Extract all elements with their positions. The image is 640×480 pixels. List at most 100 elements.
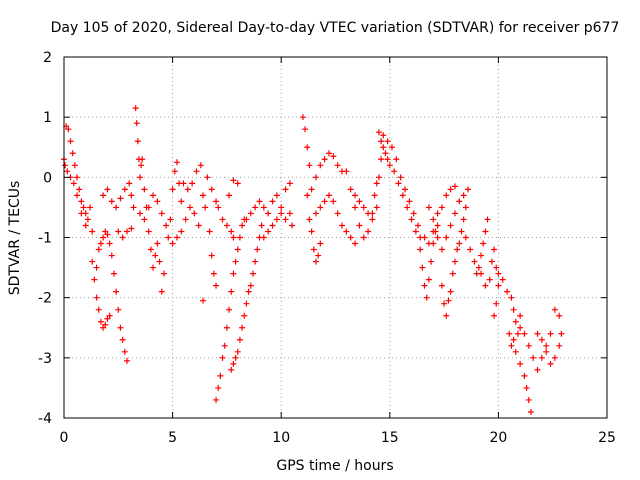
data-point	[158, 288, 165, 295]
data-point	[375, 129, 382, 136]
data-point	[460, 216, 467, 223]
data-point	[417, 246, 424, 253]
data-point	[493, 300, 500, 307]
data-point	[395, 180, 402, 187]
y-tick-label: -2	[38, 291, 52, 307]
data-point	[113, 204, 120, 211]
data-point	[451, 183, 458, 190]
data-point	[150, 264, 157, 271]
data-point	[150, 192, 157, 199]
data-point	[480, 240, 487, 247]
data-point	[154, 198, 161, 205]
data-point	[308, 186, 315, 193]
data-point	[491, 312, 498, 319]
data-point	[306, 162, 313, 169]
data-point	[352, 192, 359, 199]
data-point	[134, 138, 141, 145]
data-point	[302, 126, 309, 133]
data-point	[373, 204, 380, 211]
data-point	[173, 159, 180, 166]
data-point	[315, 252, 322, 259]
data-point	[273, 216, 280, 223]
data-point	[232, 258, 239, 265]
data-point	[445, 297, 452, 304]
data-point	[223, 222, 230, 229]
data-point	[260, 234, 267, 241]
data-point	[130, 204, 137, 211]
data-point	[200, 192, 207, 199]
data-point	[219, 216, 226, 223]
data-point	[530, 354, 537, 361]
data-point	[462, 234, 469, 241]
data-point	[334, 162, 341, 169]
data-point	[347, 234, 354, 241]
data-point	[506, 330, 513, 337]
data-point	[126, 180, 133, 187]
data-point	[393, 156, 400, 163]
data-point	[121, 348, 128, 355]
data-point	[425, 240, 432, 247]
data-point	[110, 270, 117, 277]
data-point	[521, 372, 528, 379]
grid	[64, 57, 607, 418]
data-point	[408, 216, 415, 223]
data-point	[230, 270, 237, 277]
data-point	[202, 204, 209, 211]
data-point	[128, 192, 135, 199]
data-point	[108, 252, 115, 259]
data-point	[228, 288, 235, 295]
data-point	[488, 258, 495, 265]
data-point	[173, 234, 180, 241]
data-point	[236, 234, 243, 241]
data-point	[204, 174, 211, 181]
data-point	[147, 246, 154, 253]
data-point	[447, 222, 454, 229]
data-point	[252, 204, 259, 211]
data-point	[527, 408, 534, 415]
data-point	[438, 204, 445, 211]
data-point	[260, 204, 267, 211]
data-point	[310, 246, 317, 253]
data-point	[330, 153, 337, 160]
data-point	[343, 168, 350, 175]
data-point	[180, 180, 187, 187]
data-point	[380, 132, 387, 139]
data-point	[239, 222, 246, 229]
data-point	[430, 228, 437, 235]
data-point	[419, 264, 426, 271]
data-point	[304, 192, 311, 199]
data-point	[208, 186, 215, 193]
plot-frame	[63, 56, 608, 419]
data-point	[443, 192, 450, 199]
data-point	[451, 258, 458, 265]
data-point	[375, 174, 382, 181]
x-tick-label: 0	[60, 430, 69, 446]
data-point	[87, 204, 94, 211]
data-point	[74, 192, 81, 199]
data-point	[447, 186, 454, 193]
data-point	[421, 282, 428, 289]
data-point	[543, 348, 550, 355]
data-point	[352, 240, 359, 247]
data-point	[184, 186, 191, 193]
data-point	[523, 384, 530, 391]
data-point	[317, 204, 324, 211]
data-point	[312, 174, 319, 181]
y-tick-label: 0	[43, 170, 52, 186]
y-tick-label: 2	[43, 50, 52, 66]
data-point	[89, 258, 96, 265]
data-point	[200, 297, 207, 304]
data-point	[406, 198, 413, 205]
y-tick-label: -4	[38, 411, 52, 427]
data-point	[441, 300, 448, 307]
data-point	[430, 216, 437, 223]
data-point	[223, 324, 230, 331]
data-point	[460, 192, 467, 199]
data-point	[282, 186, 289, 193]
data-point	[95, 306, 102, 313]
data-point	[104, 231, 111, 238]
data-point	[438, 246, 445, 253]
data-point	[360, 204, 367, 211]
data-point	[117, 195, 124, 202]
data-point	[221, 342, 228, 349]
